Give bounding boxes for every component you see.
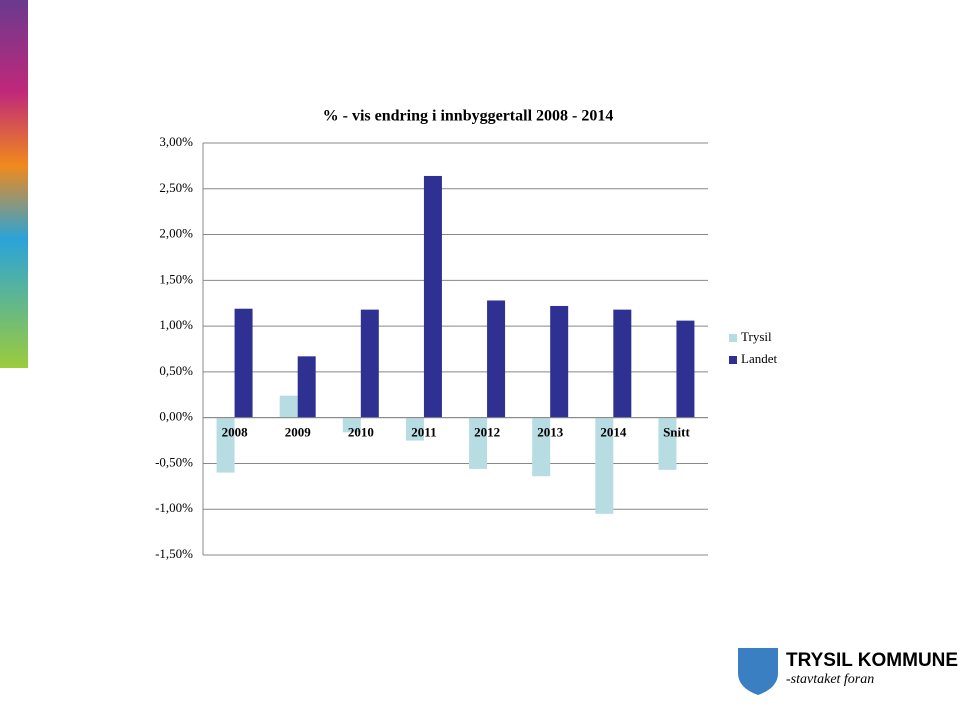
logo-slogan: -stavtaket foran bbox=[786, 672, 874, 687]
chart-title: % - vis endring i innbyggertall 2008 - 2… bbox=[323, 108, 614, 125]
y-tick-label: 0,50% bbox=[159, 363, 193, 378]
legend-swatch bbox=[729, 334, 737, 342]
x-tick-label: 2013 bbox=[537, 425, 564, 440]
bar bbox=[297, 356, 316, 418]
logo-name: TRYSIL KOMMUNE bbox=[786, 650, 958, 671]
bar bbox=[342, 417, 361, 433]
bar bbox=[613, 309, 632, 418]
legend-label: Trysil bbox=[741, 329, 772, 344]
x-tick-label: 2009 bbox=[285, 425, 312, 440]
decor-stripe bbox=[0, 0, 28, 368]
x-tick-label: 2010 bbox=[348, 425, 374, 440]
y-tick-label: 3,00% bbox=[159, 134, 193, 149]
logo: TRYSIL KOMMUNE -stavtaket foran bbox=[738, 648, 958, 695]
bar bbox=[279, 395, 298, 418]
y-tick-label: 2,50% bbox=[159, 180, 193, 195]
bar bbox=[216, 417, 235, 473]
x-tick-label: 2012 bbox=[474, 425, 500, 440]
bar bbox=[423, 175, 442, 418]
legend-swatch bbox=[729, 356, 737, 364]
x-tick-label: 2014 bbox=[600, 425, 627, 440]
bar bbox=[405, 417, 424, 441]
bar bbox=[360, 309, 379, 418]
y-tick-label: -0,50% bbox=[155, 454, 193, 469]
y-tick-label: -1,50% bbox=[155, 546, 193, 561]
x-tick-label: Snitt bbox=[663, 425, 690, 440]
y-tick-label: 2,00% bbox=[159, 226, 193, 241]
bar bbox=[469, 417, 488, 469]
x-tick-label: 2008 bbox=[222, 425, 249, 440]
legend-label: Landet bbox=[741, 351, 777, 366]
bar bbox=[487, 300, 506, 418]
bar bbox=[532, 417, 551, 477]
y-tick-label: 1,50% bbox=[159, 271, 193, 286]
y-tick-label: -1,00% bbox=[155, 500, 193, 515]
bar bbox=[234, 308, 253, 418]
bar bbox=[676, 320, 695, 418]
logo-shield bbox=[738, 648, 778, 695]
y-tick-label: 1,00% bbox=[159, 317, 193, 332]
bar bbox=[658, 417, 677, 470]
x-tick-label: 2011 bbox=[411, 425, 436, 440]
y-tick-label: 0,00% bbox=[159, 409, 193, 424]
bar bbox=[595, 417, 614, 514]
bar bbox=[550, 305, 569, 418]
